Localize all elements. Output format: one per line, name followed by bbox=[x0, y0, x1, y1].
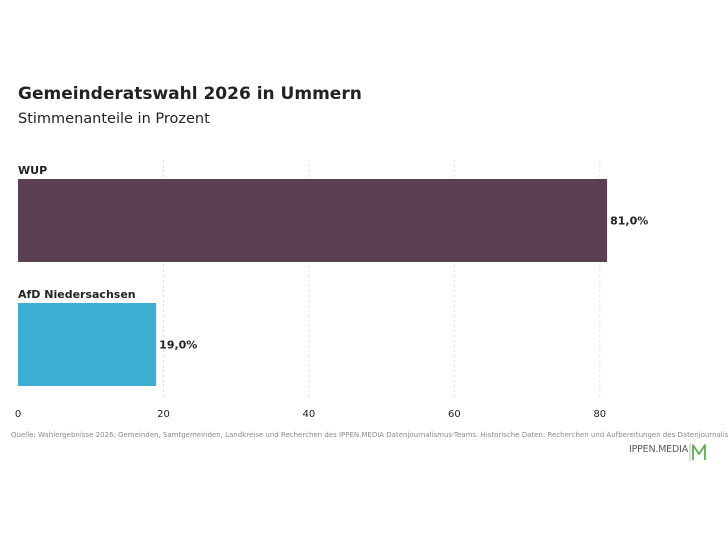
source-note: Quelle: Wahlergebnisse 2026: Gemeinden, … bbox=[11, 431, 728, 439]
x-tick-label: 80 bbox=[593, 409, 606, 420]
x-tick-label: 20 bbox=[157, 409, 170, 420]
brand-logo-icon bbox=[689, 443, 706, 461]
bar-1 bbox=[18, 303, 157, 386]
bar-0 bbox=[18, 179, 608, 262]
category-label: AfD Niedersachsen bbox=[18, 288, 136, 301]
x-tick-label: 0 bbox=[15, 409, 21, 420]
data-label: 81,0% bbox=[610, 215, 648, 228]
chart-title: Gemeinderatswahl 2026 in Ummern bbox=[18, 84, 362, 104]
brand-name: IPPEN.MEDIA bbox=[629, 444, 689, 455]
chart-subtitle: Stimmenanteile in Prozent bbox=[18, 111, 210, 127]
x-tick-label: 60 bbox=[448, 409, 461, 420]
category-label: WUP bbox=[18, 164, 47, 177]
x-tick-label: 40 bbox=[303, 409, 316, 420]
data-label: 19,0% bbox=[159, 339, 197, 352]
